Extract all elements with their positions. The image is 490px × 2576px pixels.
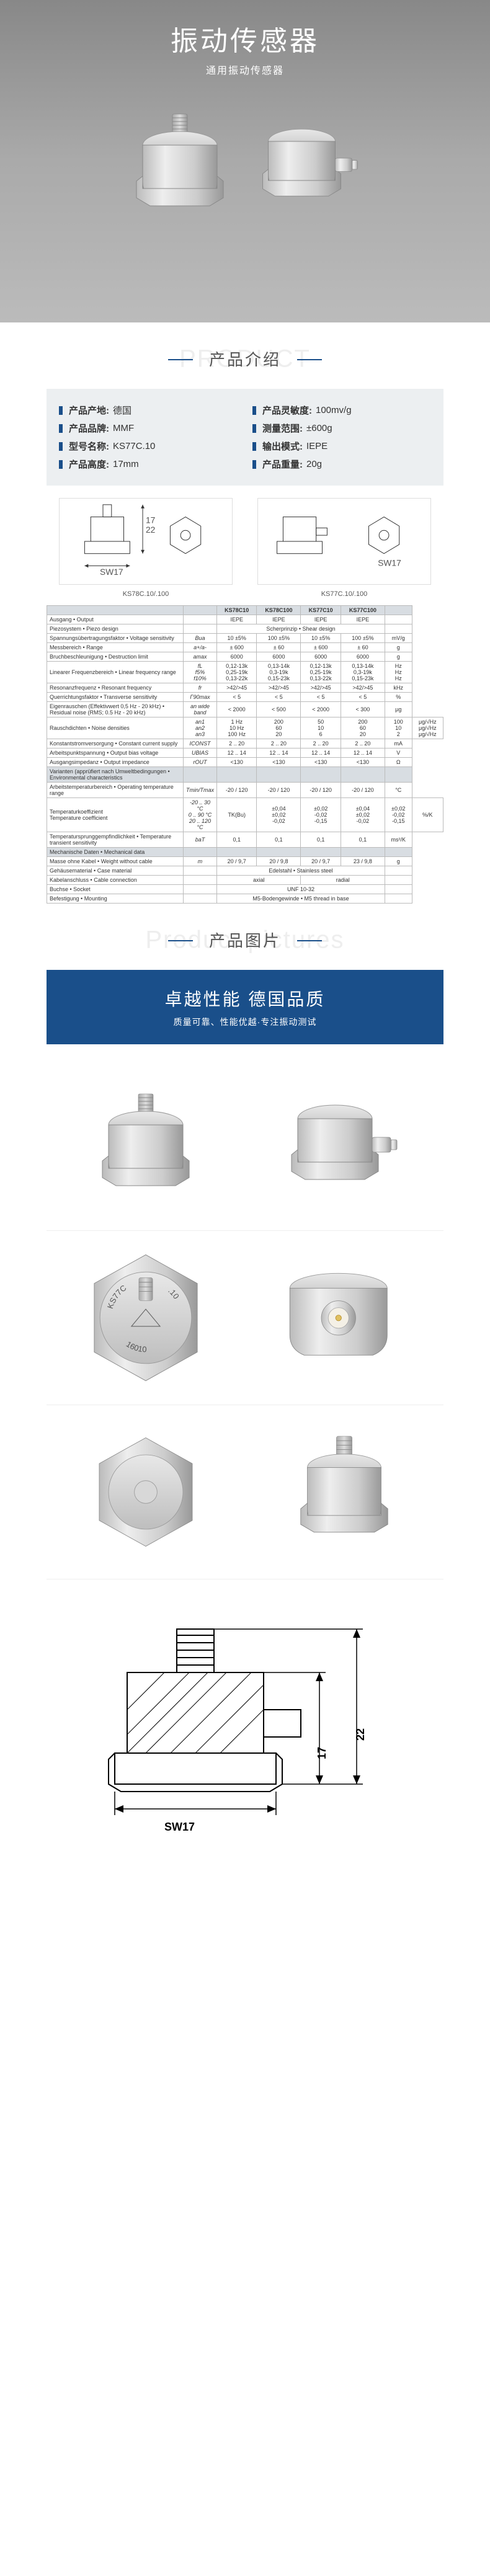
gallery-side-view [264,1075,425,1212]
table-row: Arbeitspunktspannung • Output bias volta… [47,748,443,758]
dim-h2: 22 [354,1728,367,1741]
spec-range: 测量范围:±600g [252,422,431,435]
table-row: Piezosystem • Piezo designScherprinzip •… [47,624,443,634]
table-row: Resonanzfrequenz • Resonant frequencyfr>… [47,683,443,693]
gallery-front-view [65,1075,226,1212]
table-row: Messbereich • Rangea+/a-± 600± 60± 600± … [47,643,443,652]
hero-subtitle: 通用振动传感器 [0,62,490,77]
table-row: Konstantstromversorgung • Constant curre… [47,739,443,748]
spec-weight: 产品重量:20g [252,458,431,471]
gallery-top-engraving: KS77C .10 16010 [65,1250,226,1386]
intro-col-left: 产品产地:德国 产品品牌:MMF 型号名称:KS77C.10 产品高度:17mm [59,399,238,476]
dim-sw: SW17 [164,1821,195,1833]
drawing-ks77c: SW17 KS77C.10/.100 [257,498,431,598]
hero-title: 振动传感器 [0,19,490,58]
specifications-table: KS78C10KS78C100KS77C10KS77C100 Ausgang •… [47,605,443,904]
quality-banner: 卓越性能 德国品质 质量可靠、性能优越·专注振动测试 [47,970,443,1044]
gallery-bottom-view [65,1424,226,1560]
intro-col-right: 产品灵敏度:100mv/g 测量范围:±600g 输出模式:IEPE 产品重量:… [252,399,431,476]
gallery-connector-view [264,1250,425,1386]
table-row: Buchse • SocketUNF 10-32 [47,885,443,894]
drawing-caption: KS77C.10/.100 [257,590,431,598]
section-title: 产品介绍 [199,347,291,370]
gallery-row-1 [47,1057,443,1231]
sensor-top-variant [124,102,236,226]
hero-banner: 振动传感器 通用振动传感器 [0,0,490,322]
table-row: Temperaturkoeffizient Temperature coeffi… [47,798,443,832]
banner-title: 卓越性能 德国品质 [47,986,443,1011]
spec-origin: 产品产地:德国 [59,404,238,417]
intro-specs-panel: 产品产地:德国 产品品牌:MMF 型号名称:KS77C.10 产品高度:17mm… [47,389,443,486]
gallery-iso-view [264,1424,425,1560]
gallery-row-2: KS77C .10 16010 [47,1231,443,1405]
table-row: Linearer Frequenzbereich • Linear freque… [47,662,443,683]
sensor-side-variant [254,102,366,226]
spec-model: 型号名称:KS77C.10 [59,440,238,453]
svg-text:SW17: SW17 [378,558,401,567]
table-row: Bruchbeschleunigung • Destruction limita… [47,652,443,662]
spec-sensitivity: 产品灵敏度:100mv/g [252,404,431,417]
section-header-pictures: Product pictures 产品图片 [0,928,490,951]
table-row: Gehäusematerial • Case materialEdelstahl… [47,866,443,876]
spec-brand: 产品品牌:MMF [59,422,238,435]
spec-output: 输出模式:IEPE [252,440,431,453]
drawing-caption: KS78C.10/.100 [59,590,233,598]
section-header-intro: PRODUCT 产品介绍 [0,347,490,370]
dimension-drawing: SW17 17 22 [47,1598,443,1849]
banner-subtitle: 质量可靠、性能优越·专注振动测试 [47,1016,443,1028]
table-row: Mechanische Daten • Mechanical data [47,848,443,857]
table-row: Befestigung • MountingM5-Bodengewinde • … [47,894,443,904]
table-row: Masse ohne Kabel • Weight without cablem… [47,857,443,866]
product-gallery: KS77C .10 16010 [47,1057,443,1579]
table-row: Eigenrauschen (Effektivwert 0,5 Hz - 20 … [47,702,443,717]
hero-product-images [0,102,490,226]
table-row: Querrichtungsfaktor • Transverse sensiti… [47,693,443,702]
table-row: Ausgangsimpedanz • Output impedancerOUT<… [47,758,443,767]
dim-h1: 17 [316,1747,328,1759]
svg-text:22: 22 [146,525,155,535]
svg-text:17: 17 [146,515,155,525]
table-row: Temperatursprunggempfindlichkeit • Tempe… [47,832,443,848]
spec-height: 产品高度:17mm [59,458,238,471]
section-title: 产品图片 [199,928,291,951]
table-row: Spannungsübertragungsfaktor • Voltage se… [47,634,443,643]
table-row: Kabelanschluss • Cable connectionaxialra… [47,876,443,885]
svg-text:SW17: SW17 [100,567,123,577]
gallery-row-3 [47,1405,443,1579]
drawing-ks78c: SW17 1722 KS78C.10/.100 [59,498,233,598]
tech-drawings-row: SW17 1722 KS78C.10/.100 SW17 KS77C.10/.1… [47,498,443,598]
table-row: Varianten (apprüfiert nach Umweltbedingu… [47,767,443,783]
table-row: Rauschdichten • Noise densitiesan1 an2 a… [47,717,443,739]
table-row: Arbeitstemperaturbereich • Operating tem… [47,783,443,798]
table-row: Ausgang • OutputIEPEIEPEIEPEIEPE [47,615,443,624]
